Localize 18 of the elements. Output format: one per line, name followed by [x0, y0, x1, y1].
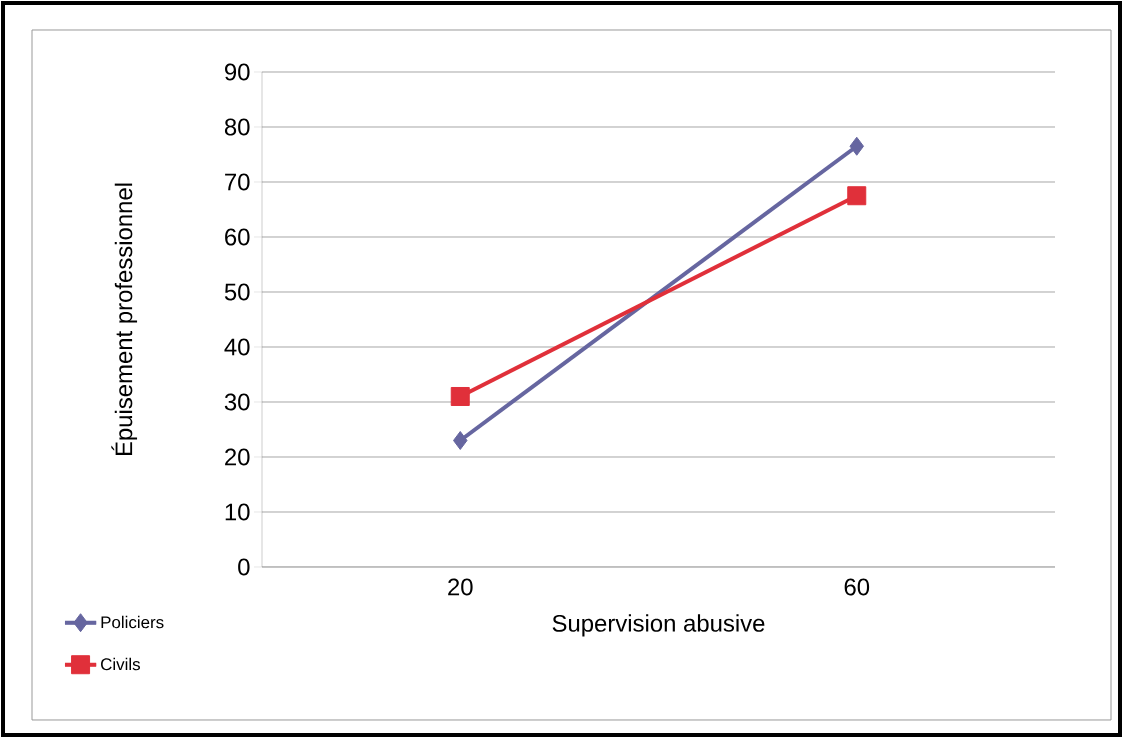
point — [847, 186, 867, 206]
y-axis-title: Épuisement professionnel — [111, 183, 138, 456]
y-tick-label: 60 — [225, 228, 250, 246]
y-tick-label: 50 — [224, 283, 250, 301]
y-tick-label: 30 — [224, 393, 250, 411]
y-tick-label: 20 — [225, 448, 250, 466]
x-axis-title: Supervision abusive — [552, 614, 765, 637]
y-tick-label: 90 — [225, 63, 250, 81]
legend-label: Policiers — [101, 615, 164, 629]
point — [849, 136, 865, 156]
y-tick-label: 70 — [225, 173, 250, 191]
y-tick-label: 0 — [238, 558, 250, 576]
y-tick-label: 10 — [225, 503, 250, 521]
y-tick-label: 80 — [224, 118, 250, 136]
legend-label: Civils — [101, 657, 140, 671]
point — [453, 430, 468, 450]
point — [450, 386, 470, 406]
y-tick-label: 40 — [224, 338, 250, 356]
